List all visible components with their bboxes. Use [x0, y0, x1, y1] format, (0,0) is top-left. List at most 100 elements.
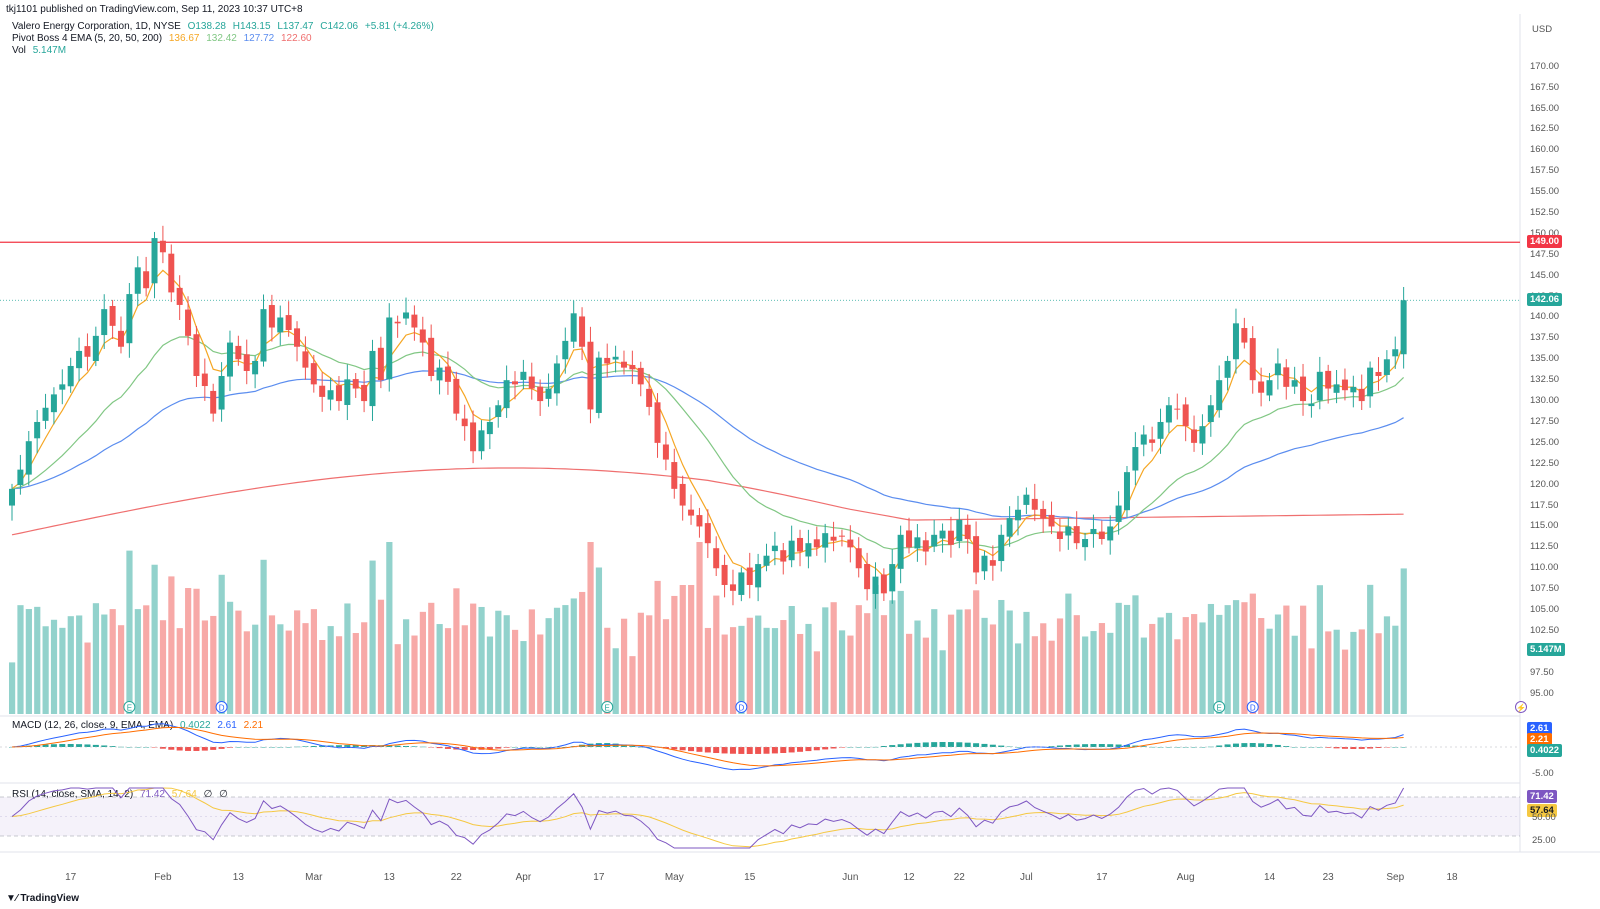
volume-bar: [218, 574, 225, 714]
volume-bar: [377, 599, 385, 714]
price-tick-label: 95.00: [1530, 687, 1554, 699]
macd-histogram-bar: [1224, 744, 1231, 747]
volume-bar: [319, 640, 326, 714]
candle-body: [1023, 494, 1030, 505]
macd-histogram-bar: [1300, 747, 1307, 748]
price-tick-label: 115.00: [1530, 520, 1559, 532]
volume-bar: [889, 600, 896, 714]
macd-histogram-bar: [176, 747, 183, 751]
macd-histogram-bar: [76, 744, 83, 747]
macd-histogram-bar: [126, 747, 133, 748]
time-tick-label: 18: [1446, 872, 1458, 883]
event-marker: [1515, 701, 1527, 713]
volume-bar: [92, 603, 100, 714]
macd-histogram-bar: [1015, 747, 1021, 748]
candle-body: [1383, 359, 1390, 375]
volume-bar: [838, 630, 846, 714]
macd-histogram-bar: [914, 742, 921, 747]
volume-bar: [176, 628, 183, 714]
candle-body: [1098, 531, 1105, 539]
volume-bar: [59, 627, 66, 714]
volume-bar: [302, 623, 309, 714]
volume-bar: [34, 606, 41, 714]
price-tick-label: 150.00: [1530, 227, 1560, 239]
volume-bar: [1274, 614, 1282, 714]
candle-body: [1274, 363, 1281, 376]
volume-bar: [1325, 631, 1332, 714]
macd-histogram-bar: [50, 744, 57, 747]
volume-bar: [964, 609, 971, 714]
macd-histogram-bar: [947, 742, 954, 747]
volume-bar: [428, 602, 435, 714]
volume-bar: [931, 609, 938, 714]
candle-body: [1325, 370, 1332, 389]
volume-bar: [126, 550, 133, 714]
candle-body: [327, 390, 334, 400]
macd-axis-label: -5.00: [1532, 768, 1554, 779]
macd-hist-value: 0.4022: [179, 720, 211, 731]
volume-bar: [1082, 636, 1089, 714]
volume-bar: [193, 588, 200, 714]
vol-name: Vol: [12, 45, 26, 56]
candle-body: [428, 337, 435, 376]
volume-bar: [880, 615, 888, 714]
volume-bar: [763, 627, 770, 714]
volume-bar: [470, 603, 477, 714]
candle-body: [1040, 508, 1047, 519]
candle-body: [855, 548, 862, 569]
candle-body: [159, 240, 166, 253]
ema50-value: 127.72: [243, 33, 275, 44]
macd-histogram-bar: [1216, 745, 1223, 747]
volume-bar: [453, 588, 460, 714]
macd-histogram-bar: [218, 747, 225, 749]
volume-bar: [1341, 649, 1349, 714]
change-value: +5.81 (+4.26%): [364, 21, 434, 32]
volume-bar: [813, 651, 820, 714]
macd-histogram-bar: [1073, 744, 1080, 747]
event-marker-label: D: [219, 704, 225, 713]
volume-bar: [277, 624, 284, 714]
macd-histogram-bar: [679, 747, 686, 751]
volume-bar: [67, 616, 74, 714]
volume-bar: [805, 623, 812, 714]
price-tick-label: 152.50: [1530, 207, 1560, 218]
volume-bar: [1040, 623, 1047, 714]
price-tick-label: 102.50: [1530, 624, 1560, 636]
candle-body: [59, 384, 66, 390]
volume-bar: [101, 614, 108, 714]
volume-bar: [788, 606, 795, 714]
candle-body: [788, 540, 795, 561]
macd-histogram-bar: [797, 747, 804, 752]
time-tick-label: Apr: [515, 872, 532, 883]
candle-body: [1082, 539, 1089, 548]
candle-body: [897, 534, 904, 569]
volume-bar: [327, 626, 334, 714]
event-marker: [735, 701, 748, 713]
candle-body: [755, 564, 762, 588]
candle-body: [201, 373, 208, 387]
candle-body: [1149, 439, 1156, 443]
candle-body: [235, 345, 242, 360]
volume-bar: [587, 542, 594, 714]
candle-body: [1266, 380, 1273, 396]
macd-histogram-bar: [1065, 744, 1072, 747]
candle-body: [294, 328, 301, 347]
volume-bar: [1056, 618, 1064, 714]
macd-histogram-bar: [101, 745, 108, 747]
volume-bar: [629, 656, 636, 714]
time-tick-label: 17: [593, 872, 605, 883]
volume-bar: [1023, 611, 1030, 714]
volume-bar: [243, 631, 250, 714]
volume-bar: [1367, 584, 1374, 714]
volume-bar: [201, 620, 209, 714]
macd-histogram-bar: [151, 747, 158, 748]
time-tick-label: 15: [744, 872, 756, 883]
candle-body: [1157, 421, 1164, 439]
candle-body: [1316, 371, 1323, 401]
ema50-line: [11, 370, 1404, 522]
volume-bar: [1090, 631, 1097, 714]
candle-body: [436, 367, 443, 381]
candle-body: [931, 534, 938, 547]
ema200-line: [11, 467, 1404, 536]
